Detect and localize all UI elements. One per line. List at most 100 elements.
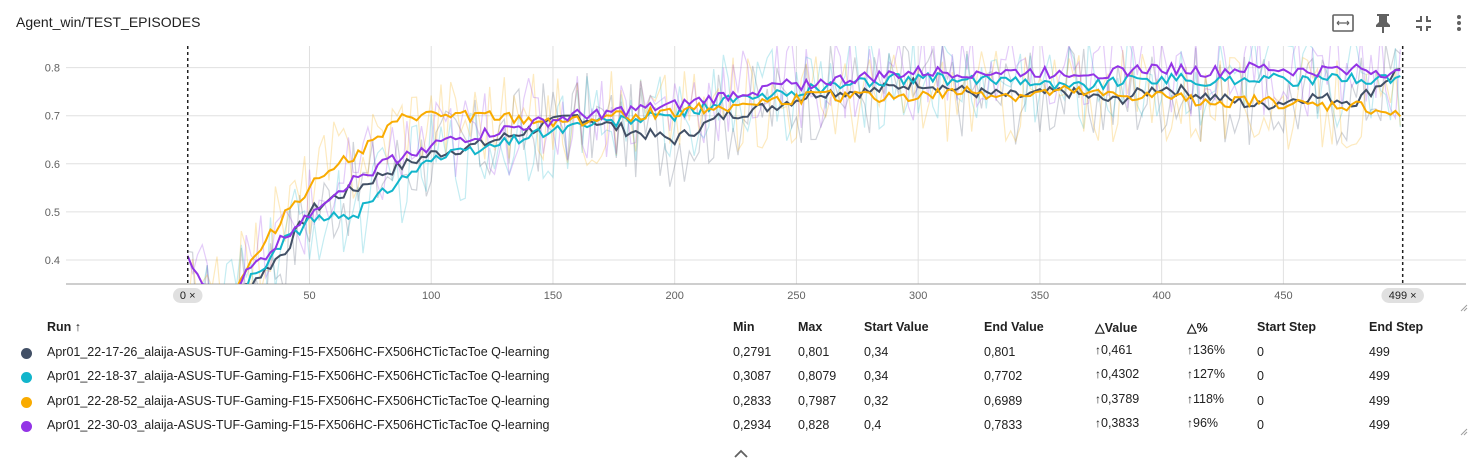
series-line[interactable]: [188, 68, 1401, 310]
end-step: 499: [1369, 369, 1390, 383]
arrow-up-icon: ↑: [1095, 343, 1101, 357]
end-step: 499: [1369, 418, 1390, 432]
start-value: 0,32: [864, 394, 889, 408]
table-row[interactable]: Apr01_22-18-37_alaija-ASUS-TUF-Gaming-F1…: [0, 365, 1474, 389]
series-line[interactable]: [186, 61, 1401, 300]
x-tick-label: 100: [422, 290, 440, 302]
card-title: Agent_win/TEST_EPISODES: [16, 14, 201, 30]
arrow-up-icon: ↑: [1095, 392, 1101, 406]
y-tick-label: 0.7: [45, 111, 60, 123]
end-value: 0,7702: [984, 369, 1023, 383]
end-value: 0,7833: [984, 418, 1023, 432]
min-value: 0,2791: [733, 345, 772, 359]
max-value: 0,8079: [798, 369, 837, 383]
delta-pct: ↑96%: [1187, 416, 1219, 430]
min-value: 0,3087: [733, 369, 772, 383]
x-tick-label: 350: [1031, 290, 1049, 302]
delta-pct: ↑136%: [1187, 343, 1225, 357]
x-tick-label: 300: [909, 290, 927, 302]
header-delta-pct[interactable]: △%: [1187, 321, 1208, 335]
more-vert-icon: [1457, 15, 1461, 31]
series-line[interactable]: [188, 84, 1402, 310]
x-tick-label: 150: [544, 290, 562, 302]
min-value: 0,2934: [733, 418, 772, 432]
card-toolbar: [1314, 10, 1474, 36]
range-marker-chip[interactable]: [1381, 288, 1424, 303]
start-value: 0,4: [864, 418, 882, 432]
collapse-button[interactable]: [1410, 10, 1436, 36]
run-color-dot: [21, 397, 32, 408]
header-min[interactable]: Min: [733, 320, 755, 334]
table-header: Run ↑ Min Max Start Value End Value △Val…: [0, 316, 1474, 340]
delta-value: ↑0,3789: [1095, 392, 1140, 406]
header-end-value[interactable]: End Value: [984, 320, 1044, 334]
header-end-step[interactable]: End Step: [1369, 320, 1424, 334]
end-value: 0,6989: [984, 394, 1023, 408]
fit-domain-icon: [1332, 14, 1354, 32]
delta-value: ↑0,3833: [1095, 416, 1140, 430]
end-step: 499: [1369, 345, 1390, 359]
pin-button[interactable]: [1370, 10, 1396, 36]
chart-resize-handle-icon[interactable]: [1460, 304, 1468, 312]
table-row[interactable]: Apr01_22-28-52_alaija-ASUS-TUF-Gaming-F1…: [0, 390, 1474, 414]
start-value: 0,34: [864, 345, 889, 359]
end-value: 0,801: [984, 345, 1016, 359]
pin-icon: [1376, 14, 1390, 33]
table-row[interactable]: Apr01_22-30-03_alaija-ASUS-TUF-Gaming-F1…: [0, 414, 1474, 438]
max-value: 0,7987: [798, 394, 837, 408]
x-tick-label: 450: [1274, 290, 1292, 302]
start-step: 0: [1257, 369, 1264, 383]
y-tick-label: 0.5: [45, 207, 60, 219]
run-name: Apr01_22-30-03_alaija-ASUS-TUF-Gaming-F1…: [47, 418, 550, 432]
header-start-value[interactable]: Start Value: [864, 320, 929, 334]
min-value: 0,2833: [733, 394, 772, 408]
x-tick-label: 50: [303, 290, 315, 302]
header-delta-value[interactable]: △Value: [1095, 321, 1138, 335]
start-value: 0,34: [864, 369, 889, 383]
arrow-up-icon: ↑: [1187, 367, 1193, 381]
delta-value: ↑0,461: [1095, 343, 1133, 357]
range-marker-label: 499 ×: [1389, 290, 1417, 302]
delta-triangle-icon: △: [1187, 321, 1197, 335]
arrow-up-icon: ↑: [1187, 392, 1193, 406]
header-start-step[interactable]: Start Step: [1257, 320, 1317, 334]
table-resize-handle-icon[interactable]: [1460, 428, 1468, 436]
run-name: Apr01_22-17-26_alaija-ASUS-TUF-Gaming-F1…: [47, 345, 550, 359]
series-line[interactable]: [188, 71, 1401, 306]
delta-pct: ↑118%: [1187, 392, 1225, 406]
header-max[interactable]: Max: [798, 320, 823, 334]
header-run[interactable]: Run ↑: [47, 320, 82, 334]
arrow-up-icon: ↑: [1095, 416, 1101, 430]
delta-pct: ↑127%: [1187, 367, 1225, 381]
run-name: Apr01_22-28-52_alaija-ASUS-TUF-Gaming-F1…: [47, 394, 550, 408]
start-step: 0: [1257, 345, 1264, 359]
y-tick-label: 0.6: [45, 159, 60, 171]
range-marker-label: 0 ×: [180, 290, 196, 302]
run-color-dot: [21, 348, 32, 359]
arrow-up-icon: ↑: [1187, 343, 1193, 357]
run-color-dot: [21, 372, 32, 383]
start-step: 0: [1257, 394, 1264, 408]
line-chart[interactable]: 0.4 0.5 0.6 0.7 0.8 50 100 150 200 250 300 350 400 45…: [0, 40, 1474, 310]
x-tick-label: 200: [666, 290, 684, 302]
delta-triangle-icon: △: [1095, 321, 1105, 335]
arrow-up-icon: ↑: [1187, 416, 1193, 430]
table-row[interactable]: Apr01_22-17-26_alaija-ASUS-TUF-Gaming-F1…: [0, 341, 1474, 365]
end-step: 499: [1369, 394, 1390, 408]
run-name: Apr01_22-18-37_alaija-ASUS-TUF-Gaming-F1…: [47, 369, 550, 383]
raw-series-line: [189, 49, 1401, 284]
max-value: 0,828: [798, 418, 830, 432]
arrow-up-icon: ↑: [1095, 367, 1101, 381]
range-marker-chip[interactable]: [172, 288, 203, 303]
fit-domain-button[interactable]: [1330, 10, 1356, 36]
expand-chevron-up-icon[interactable]: [733, 448, 749, 460]
start-step: 0: [1257, 418, 1264, 432]
more-options-button[interactable]: [1446, 10, 1472, 36]
run-color-dot: [21, 421, 32, 432]
y-tick-label: 0.8: [45, 63, 60, 75]
delta-value: ↑0,4302: [1095, 367, 1140, 381]
raw-series-line: [187, 46, 1401, 284]
y-tick-label: 0.4: [45, 255, 60, 267]
raw-series-line: [187, 46, 1401, 284]
x-tick-label: 400: [1152, 290, 1170, 302]
